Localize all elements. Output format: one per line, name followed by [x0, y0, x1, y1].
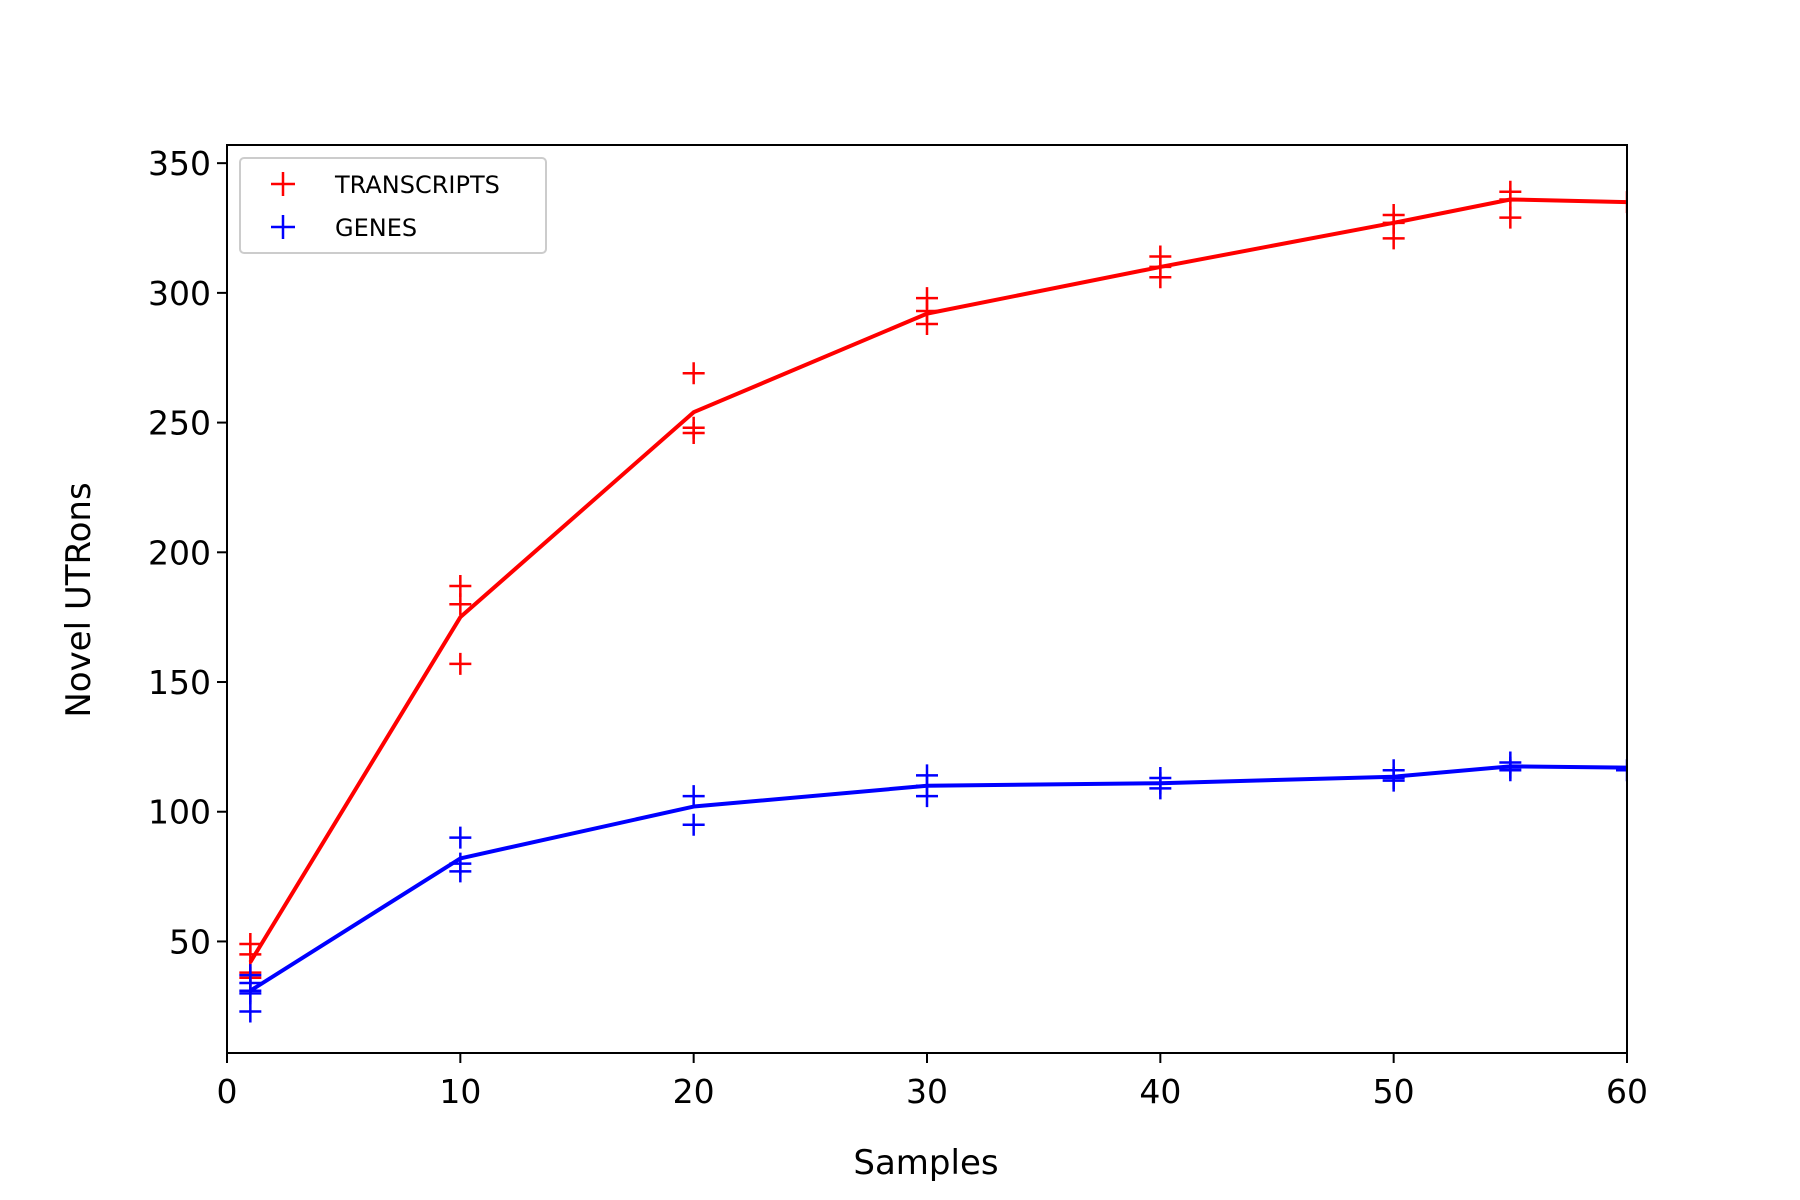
data-point-genes [449, 860, 472, 883]
x-tick-label: 40 [1139, 1072, 1181, 1111]
data-point-genes [1499, 759, 1522, 782]
data-point-transcripts [1499, 206, 1522, 229]
y-tick-label: 300 [148, 274, 211, 313]
y-axis-label: Novel UTRons [59, 482, 99, 717]
x-tick-label: 30 [906, 1072, 948, 1111]
series-layer [239, 180, 1627, 1023]
data-point-transcripts [1616, 191, 1627, 214]
legend-label-transcripts: TRANSCRIPTS [334, 171, 500, 199]
legend-marker-transcripts [271, 172, 295, 196]
y-tick-label: 100 [148, 793, 211, 832]
ticks-layer: 0 10 20 30 40 50 60 50 100 150 200 250 300 350 [148, 144, 1648, 1111]
x-tick-label: 20 [673, 1072, 715, 1111]
y-tick-label: 250 [148, 404, 211, 443]
y-tick-label: 150 [148, 663, 211, 702]
series-line-genes [249, 764, 1627, 993]
data-point-transcripts [449, 652, 472, 675]
y-tick-label: 200 [148, 533, 211, 572]
data-point-genes [682, 785, 705, 808]
data-point-genes [1149, 777, 1172, 800]
series-line-transcripts [248, 197, 1627, 964]
data-point-genes [449, 826, 472, 849]
y-tick-label: 350 [148, 144, 211, 183]
y-tick-label: 50 [169, 922, 211, 961]
data-point-genes [916, 785, 938, 808]
data-point-transcripts [916, 313, 938, 336]
x-axis-label: Samples [853, 1143, 998, 1183]
x-tick-label: 50 [1373, 1072, 1415, 1111]
x-tick-label: 60 [1606, 1072, 1648, 1111]
x-tick-label: 0 [217, 1072, 238, 1111]
data-point-transcripts [1382, 227, 1405, 250]
data-point-genes [682, 813, 705, 836]
series-genes [239, 751, 1627, 1023]
data-point-transcripts [682, 362, 705, 385]
data-point-transcripts [682, 421, 705, 444]
data-point-transcripts [449, 593, 472, 616]
data-point-genes [239, 1000, 262, 1023]
plot-area [239, 180, 1627, 1023]
data-point-genes [1616, 759, 1627, 782]
data-point-genes [1382, 769, 1405, 792]
data-point-transcripts [1149, 266, 1172, 289]
legend: TRANSCRIPTS GENES [239, 157, 547, 254]
legend-label-genes: GENES [335, 214, 417, 242]
legend-marker-genes [271, 215, 295, 239]
legend-box [239, 157, 547, 254]
x-tick-label: 10 [439, 1072, 481, 1111]
